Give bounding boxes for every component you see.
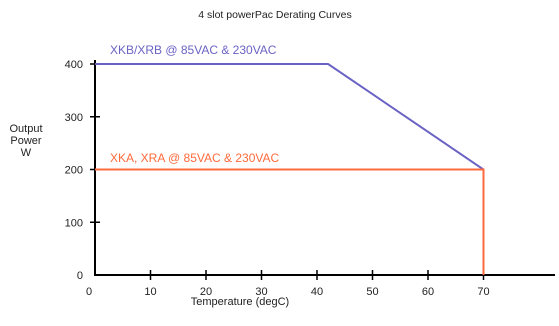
- chart-title: 4 slot powerPac Derating Curves: [198, 9, 352, 21]
- x-axis-label: Temperature (degC): [191, 296, 289, 308]
- y-tick-label: 0: [77, 270, 83, 282]
- series-line-1: [95, 168, 485, 275]
- y-tick-label: 200: [65, 165, 83, 177]
- y-tick-label: 300: [65, 112, 83, 124]
- axes: 0 100 200 300 400 0 10 20 30 40 50 60 70: [65, 59, 555, 298]
- x-tick-label: 50: [366, 286, 378, 298]
- y-axis-label-line-3: W: [21, 147, 32, 159]
- series-label-xkb-xrb: XKB/XRB @ 85VAC & 230VAC: [110, 43, 277, 57]
- x-tick-label: 60: [422, 286, 434, 298]
- y-tick-label: 400: [65, 59, 83, 71]
- x-tick-label: 10: [144, 286, 156, 298]
- y-axis-label-line-1: Output: [9, 123, 42, 135]
- x-tick-label: 40: [311, 286, 323, 298]
- series-label-xka-xra: XKA, XRA @ 85VAC & 230VAC: [110, 151, 279, 165]
- x-tick-label: 0: [86, 286, 92, 298]
- series-layer: [95, 63, 485, 275]
- y-tick-label: 100: [65, 217, 83, 229]
- x-tick-label: 30: [255, 286, 267, 298]
- y-axis-label-line-2: Power: [10, 135, 42, 147]
- x-tick-label: 20: [200, 286, 212, 298]
- x-tick-label: 70: [477, 286, 489, 298]
